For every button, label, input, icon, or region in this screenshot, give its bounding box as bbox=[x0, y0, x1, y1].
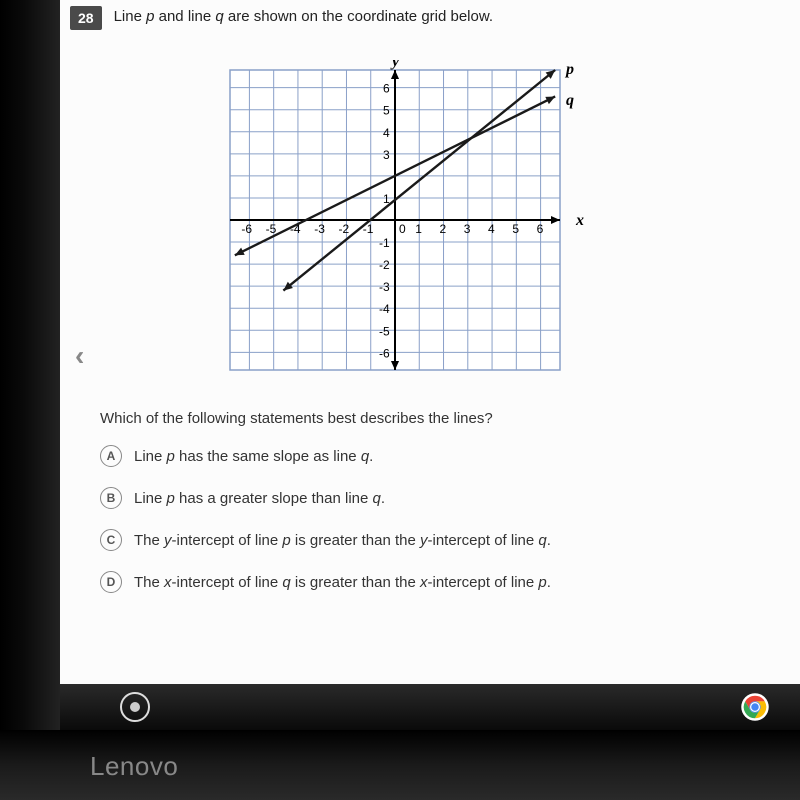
svg-text:4: 4 bbox=[383, 126, 390, 140]
taskbar bbox=[60, 684, 800, 730]
svg-text:x: x bbox=[575, 212, 584, 229]
sub-question-text: Which of the following statements best d… bbox=[100, 410, 790, 427]
svg-text:3: 3 bbox=[464, 222, 471, 236]
question-header: 28 Line p and line q are shown on the co… bbox=[70, 0, 790, 30]
svg-text:-6: -6 bbox=[241, 222, 252, 236]
option-text: The x-intercept of line q is greater tha… bbox=[134, 574, 551, 591]
svg-text:-2: -2 bbox=[379, 258, 390, 272]
chrome-icon[interactable] bbox=[740, 692, 770, 722]
start-button[interactable] bbox=[120, 692, 150, 722]
svg-text:6: 6 bbox=[537, 222, 544, 236]
prev-arrow-icon[interactable]: ‹ bbox=[75, 340, 84, 372]
option-text: Line p has the same slope as line q. bbox=[134, 448, 373, 465]
option-d[interactable]: D The x-intercept of line q is greater th… bbox=[100, 571, 790, 593]
app-screen: ‹ 28 Line p and line q are shown on the … bbox=[60, 0, 800, 730]
question-content: 28 Line p and line q are shown on the co… bbox=[60, 0, 800, 593]
svg-text:-3: -3 bbox=[379, 280, 390, 294]
svg-text:-6: -6 bbox=[379, 346, 390, 360]
brand-label: Lenovo bbox=[90, 751, 178, 782]
svg-text:6: 6 bbox=[383, 82, 390, 96]
svg-text:5: 5 bbox=[383, 104, 390, 118]
svg-text:3: 3 bbox=[383, 148, 390, 162]
question-number: 28 bbox=[70, 6, 102, 30]
svg-text:-4: -4 bbox=[379, 302, 390, 316]
option-b[interactable]: B Line p has a greater slope than line q. bbox=[100, 487, 790, 509]
svg-text:0: 0 bbox=[399, 222, 406, 236]
svg-text:-5: -5 bbox=[379, 324, 390, 338]
monitor-frame: ‹ 28 Line p and line q are shown on the … bbox=[0, 0, 800, 800]
svg-text:4: 4 bbox=[488, 222, 495, 236]
option-letter: D bbox=[100, 571, 122, 593]
svg-text:-5: -5 bbox=[266, 222, 277, 236]
svg-text:5: 5 bbox=[512, 222, 519, 236]
chart-svg: -6-5-4-3-2-1012345613456-1-2-3-4-5-6pqyx bbox=[220, 60, 590, 380]
svg-text:-1: -1 bbox=[379, 236, 390, 250]
option-text: The y-intercept of line p is greater tha… bbox=[134, 532, 551, 549]
coordinate-grid-chart: -6-5-4-3-2-1012345613456-1-2-3-4-5-6pqyx bbox=[220, 60, 790, 385]
svg-text:1: 1 bbox=[415, 222, 422, 236]
svg-text:q: q bbox=[566, 92, 574, 109]
answer-options: A Line p has the same slope as line q. B Li… bbox=[100, 445, 790, 593]
option-a[interactable]: A Line p has the same slope as line q. bbox=[100, 445, 790, 467]
start-icon bbox=[130, 702, 140, 712]
option-letter: A bbox=[100, 445, 122, 467]
option-c[interactable]: C The y-intercept of line p is greater th… bbox=[100, 529, 790, 551]
svg-text:p: p bbox=[564, 61, 574, 78]
bezel-left bbox=[0, 0, 60, 800]
option-letter: C bbox=[100, 529, 122, 551]
question-text: Line p and line q are shown on the coord… bbox=[114, 8, 493, 25]
option-letter: B bbox=[100, 487, 122, 509]
option-text: Line p has a greater slope than line q. bbox=[134, 490, 385, 507]
svg-text:2: 2 bbox=[440, 222, 447, 236]
svg-text:-3: -3 bbox=[314, 222, 325, 236]
svg-text:-2: -2 bbox=[338, 222, 349, 236]
svg-text:y: y bbox=[390, 60, 400, 70]
